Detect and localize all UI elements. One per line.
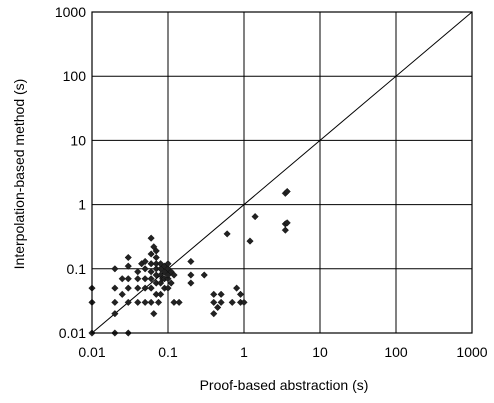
data-point-9 [118,275,126,283]
data-point-17 [134,284,142,292]
data-point-74 [228,298,236,306]
data-point-30 [147,260,155,268]
x-tick-label-5: 1000 [456,344,487,360]
data-point-80 [251,213,259,221]
data-point-65 [187,257,195,266]
plot-area-frame [91,11,473,334]
data-point-61 [170,271,178,279]
data-point-22 [141,284,149,292]
data-point-66 [200,271,208,279]
y-tick-label-0: 0.01 [59,325,86,341]
data-point-12 [124,284,132,292]
data-point-71 [217,298,225,306]
y-axis-title: Interpolation-based method (s) [11,79,27,270]
data-point-8 [118,290,126,298]
data-point-29 [147,268,155,276]
data-point-43 [157,290,165,298]
data-point-41 [152,247,160,255]
data-point-42 [154,298,163,306]
data-point-78 [240,298,248,306]
data-point-79 [246,237,254,245]
data-point-69 [210,290,218,298]
data-point-7 [111,265,119,273]
data-point-72 [217,290,225,298]
y-tick-label-2: 1 [78,197,86,213]
data-point-11 [124,298,132,306]
data-point-53 [164,284,172,292]
data-point-73 [223,230,231,238]
data-point-33 [150,310,158,318]
y-tick-label-4: 100 [63,68,87,84]
data-point-24 [141,265,149,273]
data-point-31 [147,250,155,258]
data-point-84 [283,219,291,227]
y-tick-label-3: 10 [70,132,86,148]
data-point-5 [111,298,119,306]
data-point-13 [124,275,132,283]
data-point-60 [170,298,178,306]
data-point-63 [187,279,195,287]
data-point-75 [233,284,241,292]
x-tick-labels: 0.01 0.1 1 10 100 1000 [78,344,487,360]
data-point-47 [157,260,165,268]
data-point-64 [187,271,195,279]
y-tick-label-1: 0.1 [67,261,87,277]
x-tick-label-2: 1 [240,344,248,360]
data-point-14 [124,262,132,270]
data-point-18 [134,275,142,283]
data-point-27 [147,284,155,292]
data-point-67 [210,310,218,318]
x-axis-title: Proof-based abstraction (s) [200,377,369,393]
data-point-19 [134,268,142,276]
data-point-40 [152,253,160,262]
data-point-25 [141,257,149,266]
identity-line [91,11,473,334]
data-point-23 [141,275,149,283]
data-point-26 [147,298,155,306]
y-tick-label-5: 1000 [55,4,86,20]
data-point-28 [147,275,155,283]
x-tick-label-1: 0.1 [158,344,178,360]
data-point-70 [214,303,222,312]
data-point-81 [281,226,289,234]
x-tick-label-0: 0.01 [78,344,105,360]
data-point-32 [147,234,155,242]
data-point-62 [175,298,183,306]
x-tick-label-3: 10 [312,344,328,360]
data-points [88,187,291,337]
data-point-68 [210,298,218,306]
data-point-77 [236,290,245,298]
data-point-54 [164,275,172,283]
y-tick-labels: 0.01 0.1 1 10 100 1000 [55,4,86,341]
data-point-85 [283,187,291,196]
data-point-58 [167,279,175,287]
data-point-21 [141,298,149,306]
data-point-6 [111,284,119,292]
data-point-15 [124,253,132,262]
data-point-57 [164,260,172,268]
data-point-4 [111,310,119,318]
x-tick-label-4: 100 [384,344,408,360]
data-point-16 [134,298,142,306]
